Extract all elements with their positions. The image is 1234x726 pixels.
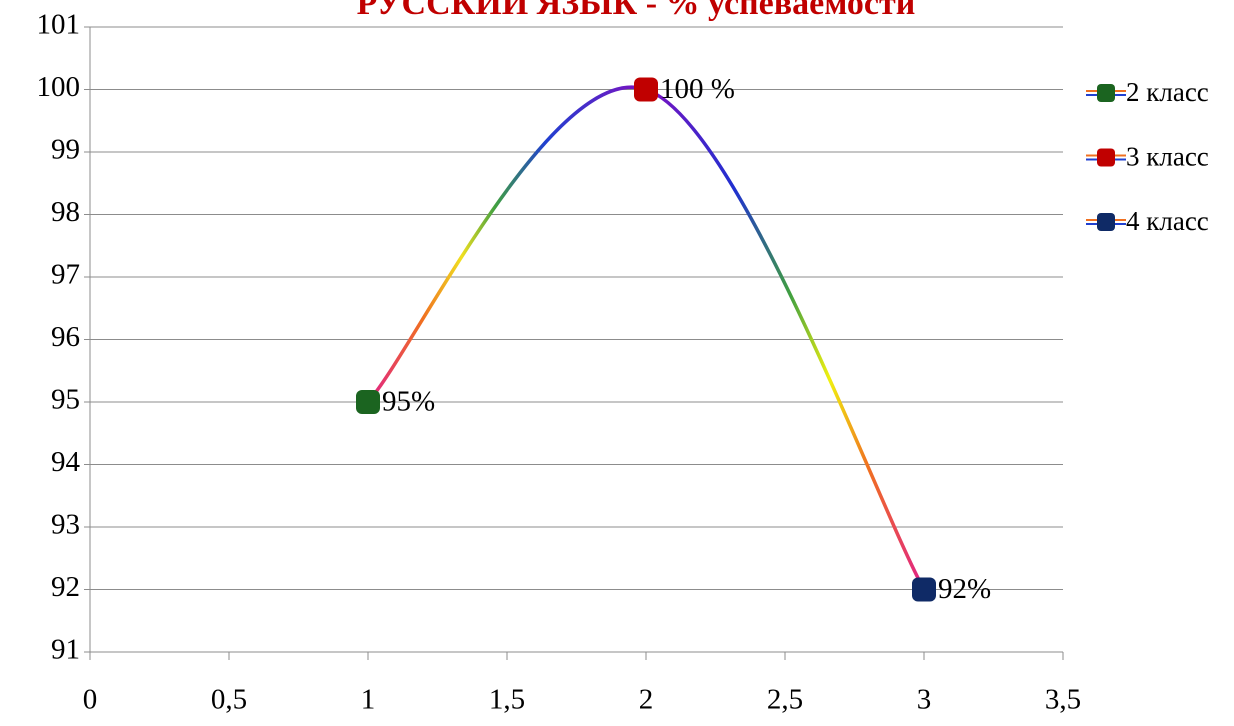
legend-marker (1097, 84, 1115, 102)
x-tick-label: 1,5 (489, 684, 525, 716)
legend-marker (1097, 213, 1115, 231)
x-tick-label: 1 (361, 684, 376, 716)
y-tick-label: 93 (51, 509, 80, 541)
marker (356, 390, 380, 414)
y-tick-label: 97 (51, 259, 80, 291)
x-tick-label: 0 (83, 684, 98, 716)
line (366, 85, 926, 591)
value-label: 100 % (660, 73, 735, 105)
y-tick-label: 94 (51, 446, 81, 478)
x-tick-label: 0,5 (211, 684, 247, 716)
y-tick-label: 98 (51, 196, 80, 228)
legend-label: 2 класс (1126, 77, 1209, 107)
marker (912, 577, 936, 602)
y-tick-label: 96 (51, 321, 80, 353)
legend-marker (1097, 148, 1115, 167)
x-tick-label: 2,5 (767, 684, 803, 716)
chart-title: РУССКИЙ ЯЗЫК - % успеваемости (357, 0, 916, 22)
y-tick-label: 95 (51, 384, 80, 416)
value-label: 95% (382, 386, 435, 418)
y-tick-label: 91 (51, 634, 80, 666)
legend-label: 4 класс (1126, 206, 1209, 236)
y-tick-label: 101 (37, 9, 81, 41)
y-tick-label: 100 (37, 71, 81, 103)
legend-label: 3 класс (1126, 142, 1209, 172)
x-tick-label: 2 (639, 684, 654, 716)
value-label: 92% (938, 573, 991, 605)
y-tick-label: 92 (51, 571, 80, 603)
y-tick-label: 99 (51, 134, 80, 166)
x-tick-label: 3,5 (1045, 684, 1081, 716)
x-tick-label: 3 (917, 684, 932, 716)
marker (634, 77, 658, 102)
